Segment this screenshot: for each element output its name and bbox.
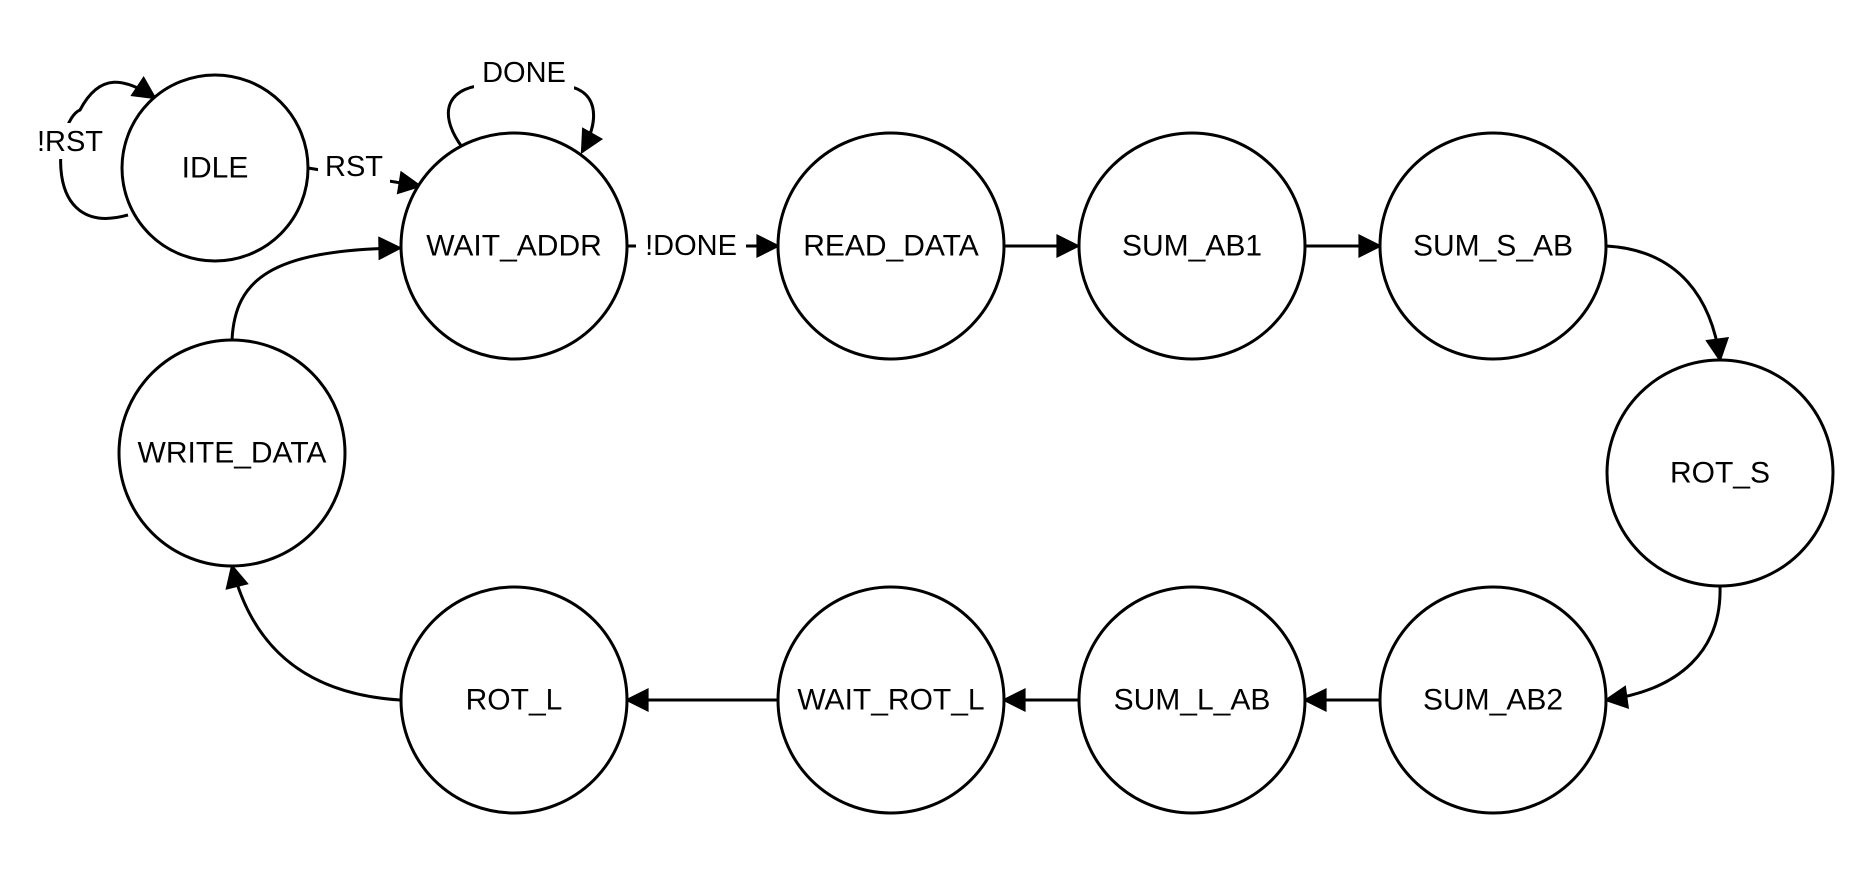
state-rot-s: ROT_S xyxy=(1605,358,1835,588)
transition-label-wait-addr-self: DONE xyxy=(482,57,566,89)
state-sum-s-ab: SUM_S_AB xyxy=(1378,131,1608,361)
state-rot-l: ROT_L xyxy=(399,585,629,815)
state-label-write-data: WRITE_DATA xyxy=(138,437,327,470)
state-label-wait-rot-l: WAIT_ROT_L xyxy=(797,684,984,717)
state-sum-l-ab: SUM_L_AB xyxy=(1077,585,1307,815)
state-sum-ab2: SUM_AB2 xyxy=(1378,585,1608,815)
transition-label-wait-addr-to-read-data: !DONE xyxy=(645,230,737,262)
state-label-sum-ab2: SUM_AB2 xyxy=(1423,684,1563,717)
state-wait-rot-l: WAIT_ROT_L xyxy=(776,585,1006,815)
state-label-sum-l-ab: SUM_L_AB xyxy=(1114,684,1271,717)
edge-write-data-to-wait-addr xyxy=(230,236,403,341)
transition-labels: !RST RST DONE !DONE xyxy=(28,55,746,264)
edge-idle-self xyxy=(59,76,157,220)
state-label-rot-s: ROT_S xyxy=(1670,457,1770,490)
state-label-idle: IDLE xyxy=(182,152,249,185)
transition-label-idle-to-wait-addr: RST xyxy=(325,151,383,183)
edge-sum-s-ab-to-rot-s xyxy=(1605,244,1730,363)
state-wait-addr: WAIT_ADDR xyxy=(399,131,629,361)
state-label-rot-l: ROT_L xyxy=(466,684,563,717)
state-label-sum-s-ab: SUM_S_AB xyxy=(1413,230,1573,263)
state-idle: IDLE xyxy=(120,73,310,263)
transition-label-idle-self: !RST xyxy=(37,126,103,158)
edge-rot-s-to-sum-ab2 xyxy=(1603,585,1722,709)
states: IDLE WAIT_ADDR READ_DATA SUM_AB1 SUM_S_A… xyxy=(117,73,1835,815)
state-write-data: WRITE_DATA xyxy=(117,338,347,568)
edge-rot-l-to-write-data xyxy=(225,563,401,702)
edges xyxy=(59,76,1730,712)
state-sum-ab1: SUM_AB1 xyxy=(1077,131,1307,361)
state-read-data: READ_DATA xyxy=(776,131,1006,361)
state-label-wait-addr: WAIT_ADDR xyxy=(426,230,602,263)
state-label-read-data: READ_DATA xyxy=(803,230,979,263)
state-label-sum-ab1: SUM_AB1 xyxy=(1122,230,1262,263)
